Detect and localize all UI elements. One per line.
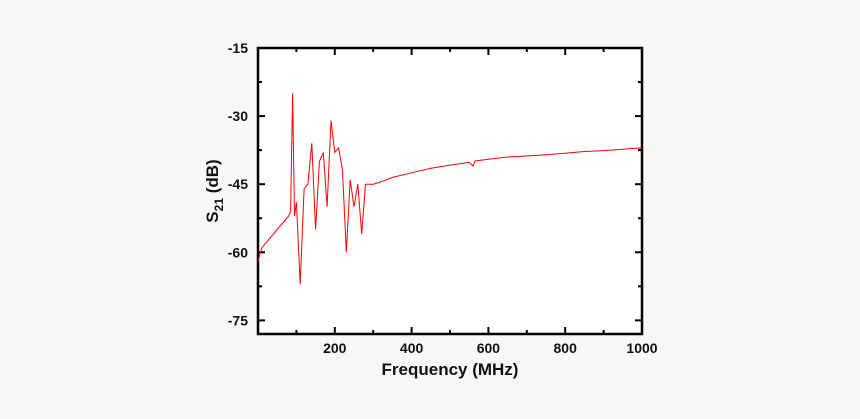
y-axis-title-tail: (dB) (203, 159, 222, 198)
x-tick-label: 200 (323, 340, 347, 356)
y-axis-title-sub: 21 (212, 198, 226, 212)
x-tick-label: 800 (554, 340, 578, 356)
x-axis-title: Frequency (MHz) (382, 360, 519, 379)
axis-ticks (258, 47, 643, 334)
x-tick-label: 600 (477, 340, 501, 356)
x-tick-label: 400 (400, 340, 424, 356)
y-tick-label: -75 (228, 312, 248, 328)
series-line (257, 93, 643, 285)
tick-labels: 200 400 600 800 1000 -15 -30 -45 -60 -75 (228, 40, 658, 356)
y-axis-title: S21 (dB) (203, 159, 226, 222)
y-tick-label: -15 (228, 40, 248, 56)
plot-frame (256, 46, 644, 336)
y-tick-label: -60 (228, 244, 248, 260)
y-tick-label: -45 (228, 176, 248, 192)
y-axis-title-base: S (203, 211, 222, 222)
x-tick-label: 1000 (626, 340, 657, 356)
y-tick-label: -30 (228, 108, 248, 124)
